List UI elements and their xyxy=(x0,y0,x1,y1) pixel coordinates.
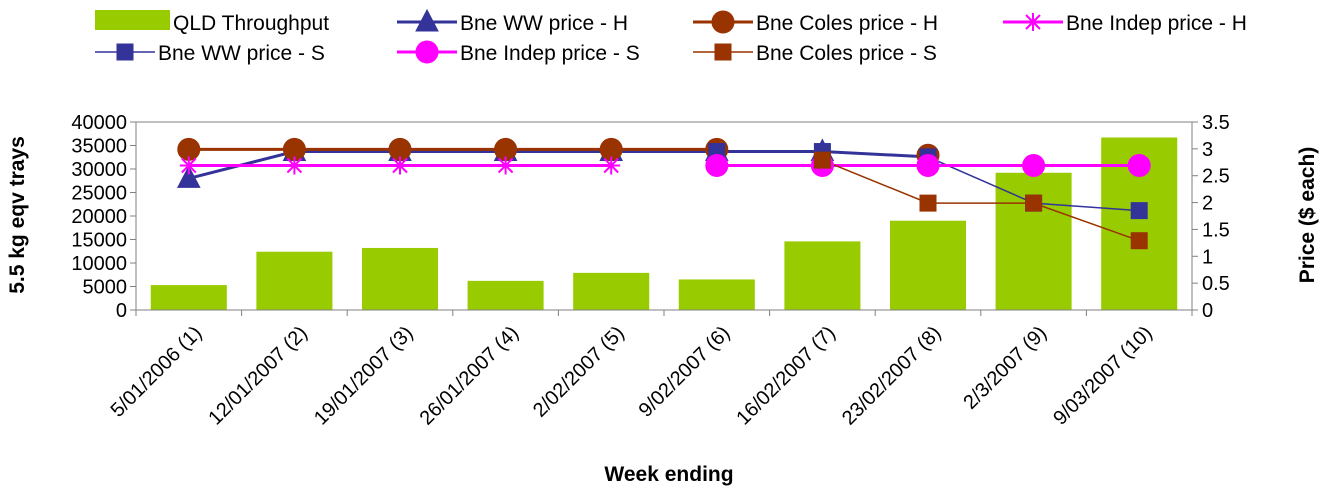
data-point-stroke xyxy=(603,157,619,174)
data-point xyxy=(916,154,940,178)
y2-tick-label: 3 xyxy=(1202,139,1213,161)
y-tick-label: 5000 xyxy=(83,277,128,299)
data-point xyxy=(1130,232,1148,250)
legend-item: Bne WW price - S xyxy=(95,42,325,65)
y-tick-label: 0 xyxy=(116,300,127,322)
y2-axis-title: Price ($ each) xyxy=(1296,147,1319,284)
y2-tick-label: 3.5 xyxy=(1202,112,1230,134)
legend-label: Bne Coles price - H xyxy=(756,12,938,35)
legend-marker xyxy=(711,10,735,34)
legend-marker xyxy=(415,8,439,32)
y2-tick-label: 0 xyxy=(1202,300,1213,322)
bar xyxy=(889,220,967,310)
x-tick-label: 23/02/2007 (8) xyxy=(838,322,946,430)
x-tick-label: 2/3/2007 (9) xyxy=(959,322,1051,414)
y2-tick-label: 1.5 xyxy=(1202,219,1230,241)
x-tick-label: 16/02/2007 (7) xyxy=(732,322,840,430)
y-tick-label: 35000 xyxy=(71,136,127,158)
legend: QLD Throughput Bne WW price - H Bne Coles … xyxy=(95,8,1247,65)
data-point xyxy=(1127,154,1151,178)
series-line xyxy=(822,159,1140,242)
data-point xyxy=(285,156,304,175)
y-tick-label: 10000 xyxy=(71,253,127,275)
data-point xyxy=(176,165,201,188)
legend-label: Bne Indep price - H xyxy=(1066,12,1247,35)
bar xyxy=(150,285,227,310)
legend-item: Bne Coles price - H xyxy=(693,10,938,35)
data-point-stroke xyxy=(181,157,197,174)
x-tick-label: 26/01/2007 (4) xyxy=(416,322,524,430)
data-point xyxy=(705,154,729,178)
data-point xyxy=(179,156,198,175)
legend-label: Bne Coles price - S xyxy=(756,42,937,65)
data-point xyxy=(813,151,831,169)
x-tick-label: 19/01/2007 (3) xyxy=(310,322,418,430)
bar xyxy=(573,272,650,310)
legend-marker-stroke xyxy=(1025,14,1041,30)
legend-item: Bne Coles price - S xyxy=(693,42,937,65)
legend-item: Bne WW price - H xyxy=(397,8,628,35)
data-point-stroke xyxy=(286,157,303,174)
legend-label: Bne Indep price - S xyxy=(460,42,640,65)
legend-marker xyxy=(1024,13,1042,31)
legend-label: Bne WW price - S xyxy=(158,42,325,65)
y-axis-title: 5.5 kg eqv trays xyxy=(6,136,29,294)
x-tick-label: 2/02/2007 (5) xyxy=(529,322,629,422)
x-tick-label: 9/03/2007 (10) xyxy=(1049,322,1157,430)
data-point-stroke xyxy=(392,157,408,174)
y-tick-label: 30000 xyxy=(71,159,127,181)
legend-marker xyxy=(415,40,439,64)
legend-marker xyxy=(714,43,732,61)
legend-swatch xyxy=(95,10,170,30)
x-tick-label: 9/02/2007 (6) xyxy=(635,322,735,422)
legend-label: QLD Throughput xyxy=(173,12,329,35)
legend-label: Bne WW price - H xyxy=(460,12,628,35)
y2-tick-label: 2 xyxy=(1202,193,1213,215)
data-point xyxy=(602,156,621,175)
data-point xyxy=(1130,202,1148,220)
x-tick-label: 12/01/2007 (2) xyxy=(204,322,312,430)
y2-tick-label: 0.5 xyxy=(1202,273,1230,295)
legend-item: Bne Indep price - H xyxy=(1003,12,1247,35)
data-point-stroke xyxy=(497,157,514,174)
legend-item: Bne Indep price - S xyxy=(397,40,640,65)
y2-tick-label: 1 xyxy=(1202,246,1213,268)
y-tick-label: 15000 xyxy=(71,230,127,252)
bar xyxy=(784,241,861,310)
bar xyxy=(467,280,544,310)
y-tick-label: 25000 xyxy=(71,183,127,205)
x-axis-title: Week ending xyxy=(604,463,733,486)
bar xyxy=(995,172,1072,310)
y-tick-label: 20000 xyxy=(71,206,127,228)
y2-tick-label: 2.5 xyxy=(1202,166,1230,188)
bar xyxy=(256,251,333,310)
data-point xyxy=(919,194,937,212)
legend-item: QLD Throughput xyxy=(95,10,329,35)
legend-marker xyxy=(116,43,134,61)
data-point xyxy=(1025,194,1043,212)
x-tick-label: 5/01/2006 (1) xyxy=(107,322,207,422)
y-tick-label: 40000 xyxy=(71,112,127,134)
data-point xyxy=(496,156,515,175)
data-point xyxy=(391,156,409,175)
bar xyxy=(361,247,439,310)
plot-area: 0500010000150002000025000300003500040000… xyxy=(71,112,1229,430)
data-point xyxy=(1022,154,1046,178)
bar xyxy=(678,279,755,310)
